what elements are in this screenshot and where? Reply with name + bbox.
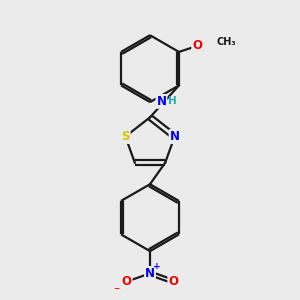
Text: N: N: [145, 267, 155, 280]
Text: H: H: [168, 96, 177, 106]
Text: S: S: [121, 130, 130, 143]
Text: O: O: [122, 275, 132, 288]
Text: N: N: [169, 130, 180, 143]
Text: O: O: [168, 275, 178, 288]
Text: ⁻: ⁻: [113, 285, 120, 298]
Text: CH₃: CH₃: [217, 37, 236, 47]
Text: +: +: [153, 262, 161, 271]
Text: N: N: [156, 95, 167, 108]
Text: O: O: [192, 39, 202, 52]
